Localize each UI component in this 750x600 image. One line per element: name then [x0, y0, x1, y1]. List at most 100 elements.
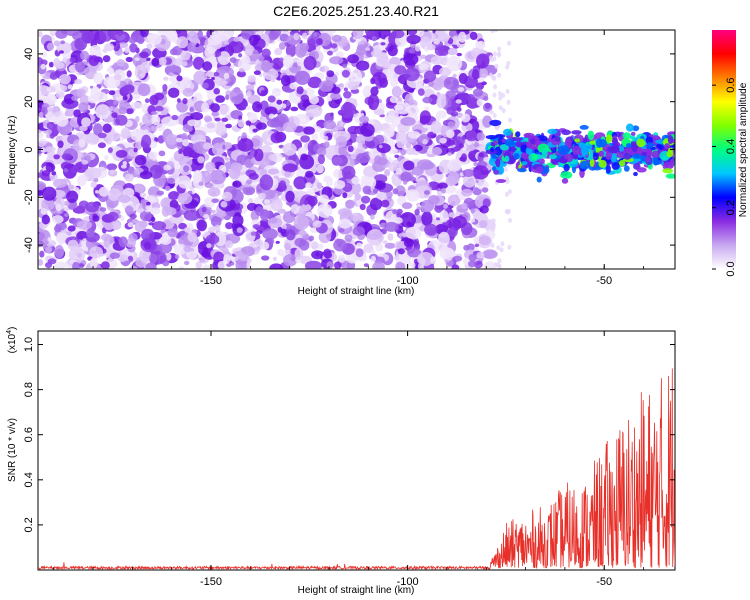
heatmap-cell	[101, 261, 110, 269]
heatmap-cell	[656, 143, 662, 149]
heatmap-cell	[38, 140, 46, 147]
heatmap-cell	[437, 33, 450, 43]
heatmap-cell	[372, 188, 378, 194]
heatmap-cell	[445, 90, 457, 100]
heatmap-cell	[190, 82, 195, 89]
heatmap-cell	[144, 98, 150, 104]
heatmap-cell	[267, 168, 280, 175]
heatmap-cell	[90, 181, 97, 189]
heatmap-cell	[438, 231, 450, 247]
heatmap-cell	[252, 101, 263, 113]
heatmap-cell	[250, 135, 263, 150]
heatmap-cell	[376, 191, 387, 201]
heatmap-cell	[253, 70, 261, 75]
heatmap-cell	[189, 107, 194, 112]
heatmap-cell	[610, 152, 617, 163]
heatmap-cell	[510, 155, 515, 164]
colorbar-tick-label: 0.0	[725, 261, 737, 276]
heatmap-cell	[403, 160, 415, 171]
heatmap-cell	[201, 102, 210, 113]
heatmap-cell	[79, 125, 88, 132]
heatmap-cell	[139, 170, 153, 180]
heatmap-cell	[41, 51, 47, 57]
heatmap-cell	[237, 138, 254, 152]
heatmap-cell	[114, 90, 121, 98]
heatmap-cell	[104, 223, 114, 231]
heatmap-cell	[196, 219, 207, 232]
heatmap-cell	[106, 163, 118, 171]
heatmap-cell	[284, 242, 291, 251]
heatmap-cell	[97, 132, 107, 139]
heatmap-cell	[548, 154, 557, 159]
heatmap-cell	[182, 123, 193, 133]
heatmap-cell	[439, 210, 449, 223]
heatmap-cell	[448, 212, 456, 218]
heatmap-cell	[427, 43, 436, 51]
heatmap-cell	[498, 105, 503, 111]
heatmap-cell	[259, 174, 274, 191]
heatmap-cell	[81, 117, 91, 127]
heatmap-cell	[446, 55, 463, 72]
heatmap-cell	[135, 116, 140, 123]
heatmap-cell	[139, 192, 147, 198]
heatmap-cell	[134, 183, 146, 193]
heatmap-cell	[395, 167, 403, 175]
heatmap-cell	[371, 36, 378, 42]
heatmap-cell	[309, 227, 318, 234]
heatmap-cell	[363, 243, 374, 253]
heatmap-cell	[282, 121, 297, 133]
heatmap-cell	[220, 201, 228, 208]
heatmap-cell	[608, 145, 620, 153]
heatmap-cell	[298, 195, 302, 200]
heatmap-cell	[134, 220, 147, 233]
snr-multiplier-prefix: (x10	[7, 333, 18, 353]
heatmap-cell	[433, 38, 441, 45]
heatmap-cell	[319, 65, 330, 73]
heatmap-cell	[215, 210, 227, 218]
heatmap-cell	[589, 140, 596, 145]
heatmap-cell	[184, 227, 191, 233]
heatmap-cell	[472, 165, 489, 180]
heatmap-cell	[507, 40, 512, 46]
heatmap-cell	[337, 254, 346, 263]
heatmap-cell	[422, 138, 428, 145]
heatmap-cell	[387, 45, 398, 57]
heatmap-cell	[51, 215, 64, 224]
heatmap-cell	[176, 75, 183, 82]
heatmap-cell	[68, 184, 75, 190]
colorbar-tick-label: 0.4	[725, 139, 737, 154]
heatmap-cell	[331, 86, 341, 94]
heatmap-cell	[78, 138, 86, 148]
heatmap-cell	[60, 85, 68, 92]
heatmap-cell	[114, 73, 122, 81]
heatmap-cell	[270, 199, 283, 212]
heatmap-cell	[149, 95, 159, 106]
y-tick-label: 0.6	[23, 427, 35, 442]
heatmap-cell	[192, 247, 199, 253]
heatmap-cell	[122, 131, 131, 139]
heatmap-cell	[74, 78, 83, 85]
heatmap-cell	[458, 31, 467, 43]
heatmap-cell	[293, 215, 310, 231]
heatmap-cell	[49, 132, 55, 139]
heatmap-cell	[461, 188, 473, 197]
heatmap-cell	[178, 148, 183, 154]
heatmap-cell	[71, 165, 79, 174]
heatmap-cell	[229, 65, 235, 69]
heatmap-cell	[587, 130, 595, 141]
heatmap-cell	[318, 194, 330, 204]
heatmap-cell	[63, 201, 70, 207]
heatmap-cell	[469, 31, 478, 41]
heatmap-cell	[360, 195, 371, 204]
heatmap-cell	[102, 123, 112, 133]
heatmap-cell	[38, 31, 43, 38]
heatmap-cell	[452, 255, 463, 262]
heatmap-cell	[625, 123, 634, 132]
heatmap-cell	[431, 147, 443, 156]
heatmap-cell	[40, 63, 46, 70]
heatmap-cell	[662, 168, 674, 174]
heatmap-cell	[400, 116, 416, 126]
heatmap-cell	[483, 96, 489, 101]
heatmap-cell	[300, 135, 310, 143]
